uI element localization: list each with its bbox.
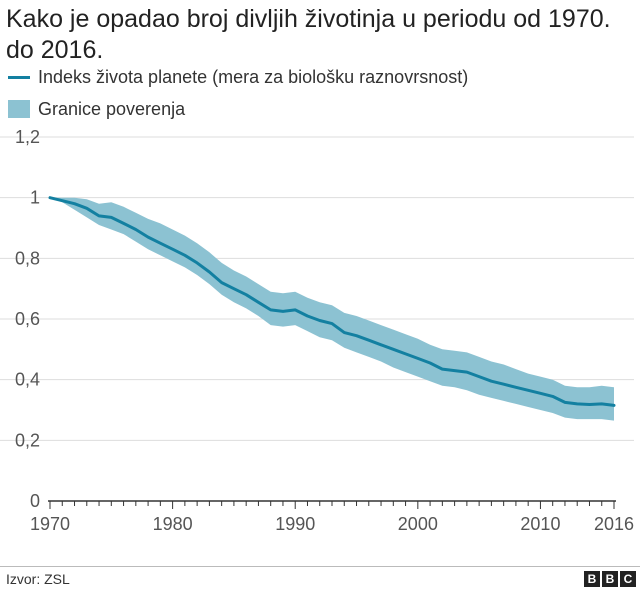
source-note: Izvor: ZSL (6, 571, 70, 587)
confidence-band (50, 197, 614, 421)
chart-title: Kako je opadao broj divljih životinja u … (6, 5, 611, 64)
footer-divider (0, 566, 640, 567)
y-tick-label: 0,8 (15, 248, 40, 268)
x-tick-label: 2016 (594, 514, 634, 534)
legend-line-swatch (8, 75, 30, 79)
bbc-logo: B B C (584, 571, 636, 587)
legend-band-swatch (8, 100, 30, 118)
x-tick-label: 2000 (398, 514, 438, 534)
y-tick-label: 1,2 (15, 127, 40, 147)
bbc-logo-letter: C (620, 571, 636, 587)
bbc-logo-letter: B (584, 571, 600, 587)
x-tick-label: 1970 (30, 514, 70, 534)
series-line-living-planet-index (48, 196, 616, 407)
x-tick-label: 2010 (520, 514, 560, 534)
line-chart: 0 0,2 0,4 0,6 0,8 1 1,2 1970 1980 1990 2000 2010 201… (0, 127, 634, 534)
legend: Indeks života planete (mera za biološku … (8, 64, 468, 128)
legend-label-confidence: Granice poverenja (38, 98, 186, 119)
bbc-logo-letter: B (602, 571, 618, 587)
y-tick-label: 0,4 (15, 370, 40, 390)
legend-label-index: Indeks života planete (mera za biološku … (38, 66, 469, 87)
y-tick-label: 0 (30, 491, 40, 511)
x-tick-label: 1990 (275, 514, 315, 534)
y-tick-label: 1 (30, 188, 40, 208)
legend-item-confidence: Granice poverenja (8, 96, 468, 122)
y-tick-label: 0,6 (15, 309, 40, 329)
y-tick-label: 0,2 (15, 430, 40, 450)
legend-item-index: Indeks života planete (mera za biološku … (8, 64, 468, 90)
x-tick-label: 1980 (153, 514, 193, 534)
